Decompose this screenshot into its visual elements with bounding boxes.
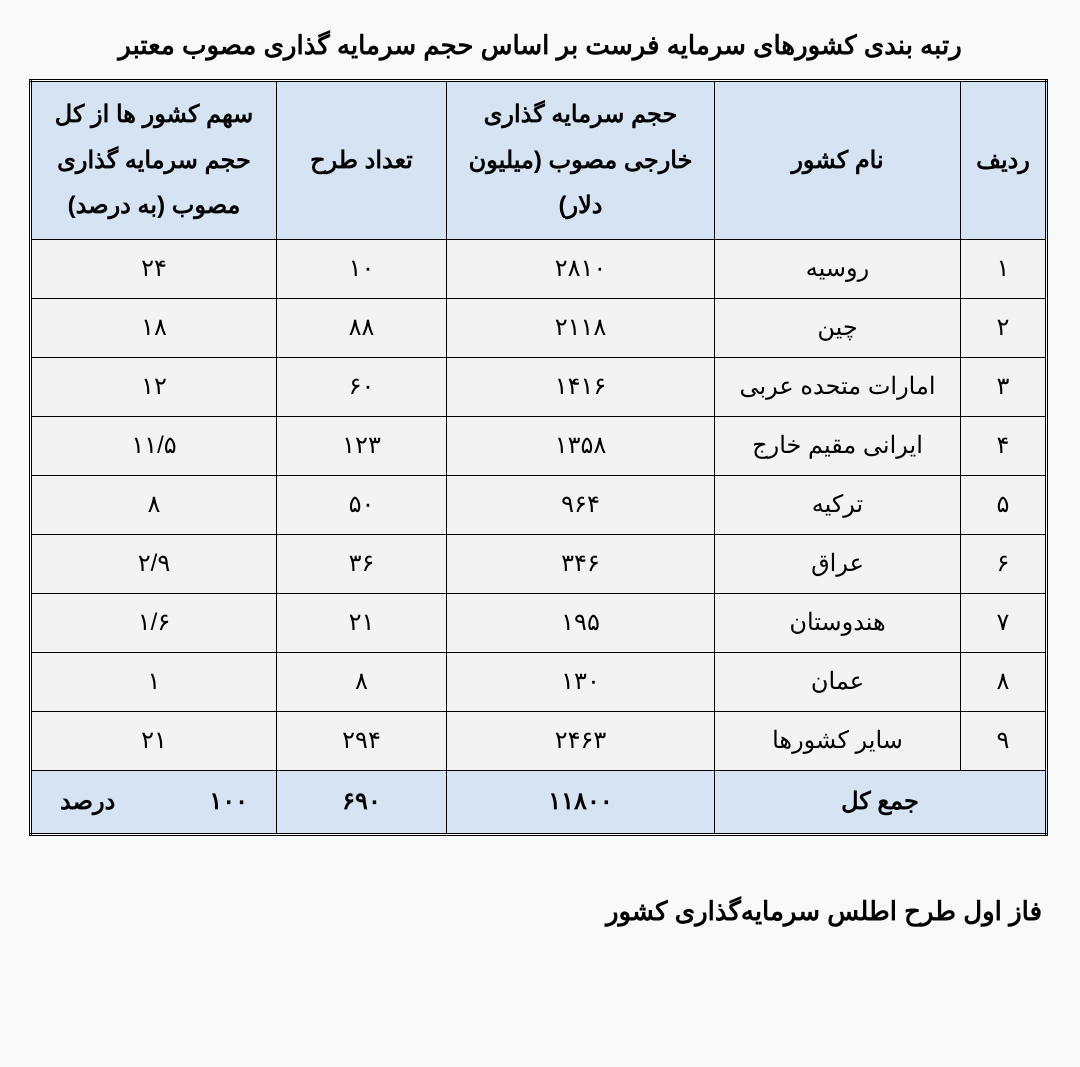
cell-count: ۲۹۴ bbox=[277, 711, 447, 770]
cell-count: ۸۸ bbox=[277, 298, 447, 357]
total-count: ۶۹۰ bbox=[277, 770, 447, 834]
cell-rank: ۸ bbox=[961, 652, 1047, 711]
footer-caption: فاز اول طرح اطلس سرمایه‌گذاری کشور bbox=[32, 896, 1048, 927]
cell-amount: ۹۶۴ bbox=[447, 475, 715, 534]
cell-share: ۱۲ bbox=[31, 357, 277, 416]
cell-rank: ۶ bbox=[961, 534, 1047, 593]
table-total-row: جمع کل ۱۱۸۰۰ ۶۹۰ ۱۰۰ درصد bbox=[31, 770, 1047, 834]
cell-share: ۲۴ bbox=[31, 239, 277, 298]
cell-share: ۲/۹ bbox=[31, 534, 277, 593]
cell-share: ۲۱ bbox=[31, 711, 277, 770]
cell-country: روسیه bbox=[715, 239, 961, 298]
table-row: ۵ ترکیه ۹۶۴ ۵۰ ۸ bbox=[31, 475, 1047, 534]
cell-amount: ۱۹۵ bbox=[447, 593, 715, 652]
col-header-amount: حجم سرمایه گذاری خارجی مصوب (میلیون دلار… bbox=[447, 81, 715, 240]
cell-amount: ۲۸۱۰ bbox=[447, 239, 715, 298]
cell-count: ۶۰ bbox=[277, 357, 447, 416]
cell-rank: ۵ bbox=[961, 475, 1047, 534]
col-header-count: تعداد طرح bbox=[277, 81, 447, 240]
cell-share: ۱۸ bbox=[31, 298, 277, 357]
total-share-number: ۱۰۰ bbox=[209, 787, 248, 816]
table-row: ۶ عراق ۳۴۶ ۳۶ ۲/۹ bbox=[31, 534, 1047, 593]
cell-amount: ۲۴۶۳ bbox=[447, 711, 715, 770]
total-share-word: درصد bbox=[60, 787, 115, 816]
table-row: ۱ روسیه ۲۸۱۰ ۱۰ ۲۴ bbox=[31, 239, 1047, 298]
cell-count: ۵۰ bbox=[277, 475, 447, 534]
col-header-share: سهم کشور ها از کل حجم سرمایه گذاری مصوب … bbox=[31, 81, 277, 240]
cell-count: ۱۲۳ bbox=[277, 416, 447, 475]
col-header-country: نام کشور bbox=[715, 81, 961, 240]
cell-country: چین bbox=[715, 298, 961, 357]
table-row: ۲ چین ۲۱۱۸ ۸۸ ۱۸ bbox=[31, 298, 1047, 357]
cell-country: عراق bbox=[715, 534, 961, 593]
cell-rank: ۲ bbox=[961, 298, 1047, 357]
total-label: جمع کل bbox=[715, 770, 1047, 834]
cell-country: ترکیه bbox=[715, 475, 961, 534]
cell-rank: ۹ bbox=[961, 711, 1047, 770]
table-row: ۴ ایرانی مقیم خارج ۱۳۵۸ ۱۲۳ ۱۱/۵ bbox=[31, 416, 1047, 475]
cell-country: ایرانی مقیم خارج bbox=[715, 416, 961, 475]
cell-share: ۱/۶ bbox=[31, 593, 277, 652]
cell-amount: ۲۱۱۸ bbox=[447, 298, 715, 357]
cell-count: ۱۰ bbox=[277, 239, 447, 298]
cell-amount: ۱۳۵۸ bbox=[447, 416, 715, 475]
cell-share: ۸ bbox=[31, 475, 277, 534]
cell-country: امارات متحده عربی bbox=[715, 357, 961, 416]
cell-country: سایر کشورها bbox=[715, 711, 961, 770]
cell-rank: ۳ bbox=[961, 357, 1047, 416]
cell-rank: ۱ bbox=[961, 239, 1047, 298]
cell-count: ۳۶ bbox=[277, 534, 447, 593]
table-row: ۹ سایر کشورها ۲۴۶۳ ۲۹۴ ۲۱ bbox=[31, 711, 1047, 770]
cell-rank: ۷ bbox=[961, 593, 1047, 652]
cell-rank: ۴ bbox=[961, 416, 1047, 475]
cell-amount: ۳۴۶ bbox=[447, 534, 715, 593]
col-header-rank: ردیف bbox=[961, 81, 1047, 240]
table-row: ۷ هندوستان ۱۹۵ ۲۱ ۱/۶ bbox=[31, 593, 1047, 652]
table-header-row: ردیف نام کشور حجم سرمایه گذاری خارجی مصو… bbox=[31, 81, 1047, 240]
cell-share: ۱۱/۵ bbox=[31, 416, 277, 475]
cell-amount: ۱۳۰ bbox=[447, 652, 715, 711]
table-title: رتبه بندی کشورهای سرمایه فرست بر اساس حج… bbox=[32, 30, 1048, 61]
cell-count: ۸ bbox=[277, 652, 447, 711]
cell-amount: ۱۴۱۶ bbox=[447, 357, 715, 416]
total-share: ۱۰۰ درصد bbox=[31, 770, 277, 834]
total-amount: ۱۱۸۰۰ bbox=[447, 770, 715, 834]
cell-share: ۱ bbox=[31, 652, 277, 711]
table-row: ۳ امارات متحده عربی ۱۴۱۶ ۶۰ ۱۲ bbox=[31, 357, 1047, 416]
cell-country: هندوستان bbox=[715, 593, 961, 652]
cell-count: ۲۱ bbox=[277, 593, 447, 652]
table-row: ۸ عمان ۱۳۰ ۸ ۱ bbox=[31, 652, 1047, 711]
cell-country: عمان bbox=[715, 652, 961, 711]
investment-table: ردیف نام کشور حجم سرمایه گذاری خارجی مصو… bbox=[29, 79, 1048, 836]
